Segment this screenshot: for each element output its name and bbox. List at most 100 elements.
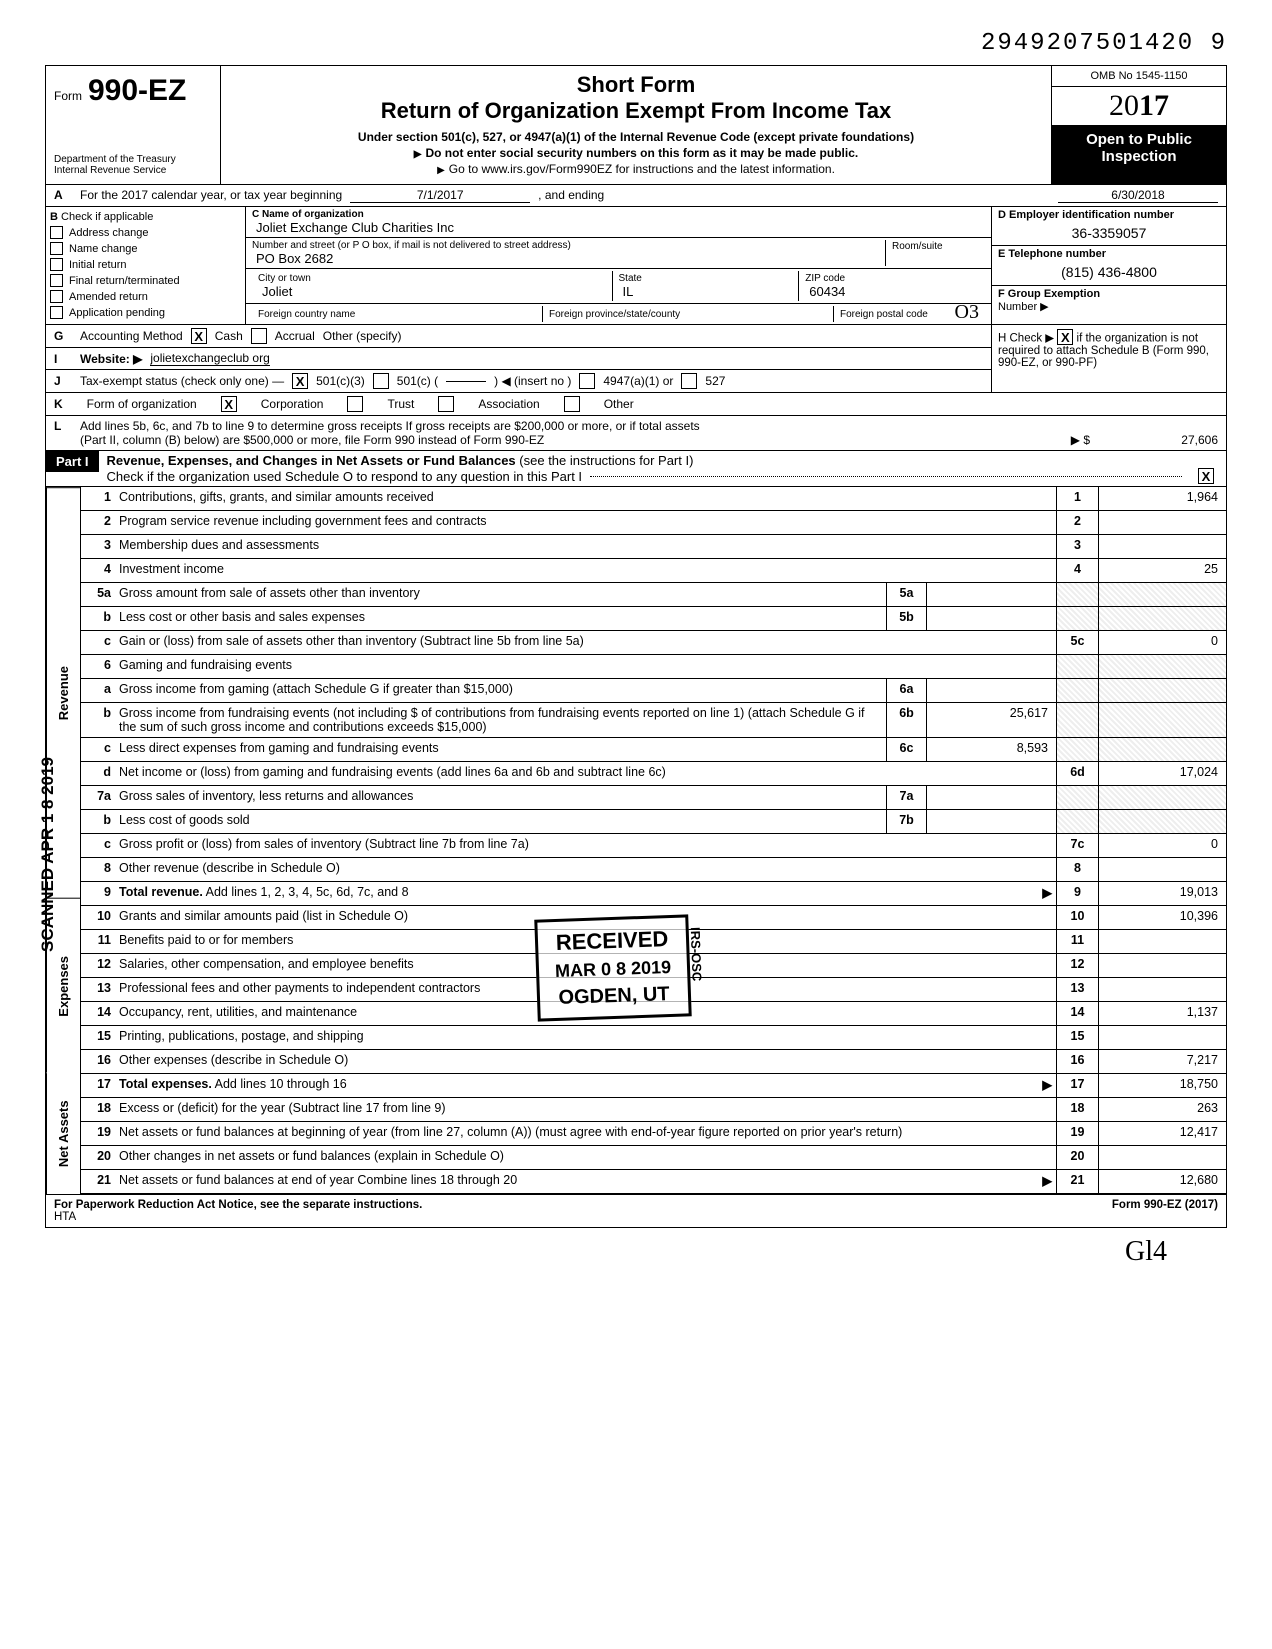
header-right: OMB No 1545-1150 2017 Open to Public Ins… bbox=[1051, 66, 1226, 184]
line-4-desc: Investment income bbox=[115, 559, 1056, 582]
line-5a-num: 5a bbox=[81, 583, 115, 606]
chk-assoc[interactable] bbox=[438, 396, 454, 412]
line-17-num: 17 bbox=[81, 1074, 115, 1097]
line-8-num: 8 bbox=[81, 858, 115, 881]
chk-accrual[interactable] bbox=[251, 328, 267, 344]
open-line1: Open to Public bbox=[1056, 131, 1222, 148]
line-6c-midval[interactable]: 8,593 bbox=[926, 738, 1056, 761]
c-city-val[interactable]: Joliet bbox=[262, 284, 606, 299]
line-15-val[interactable] bbox=[1098, 1026, 1226, 1049]
line-17-desc: Total expenses. Add lines 10 through 16 … bbox=[115, 1074, 1056, 1097]
line-21: 21Net assets or fund balances at end of … bbox=[81, 1170, 1226, 1194]
line-6a-desc: Gross income from gaming (attach Schedul… bbox=[115, 679, 886, 702]
chk-501c[interactable] bbox=[373, 373, 389, 389]
chk-4947[interactable] bbox=[579, 373, 595, 389]
line-7a-desc: Gross sales of inventory, less returns a… bbox=[115, 786, 886, 809]
line-3-val[interactable] bbox=[1098, 535, 1226, 558]
chk-501c3[interactable]: X bbox=[292, 373, 308, 389]
line-a-text2: , and ending bbox=[538, 188, 604, 203]
c-name-val[interactable]: Joliet Exchange Club Charities Inc bbox=[256, 220, 985, 235]
line-18-desc: Excess or (deficit) for the year (Subtra… bbox=[115, 1098, 1056, 1121]
line-7a-midval[interactable] bbox=[926, 786, 1056, 809]
chk-corp[interactable]: X bbox=[221, 396, 237, 412]
line-11-val[interactable] bbox=[1098, 930, 1226, 953]
line-8-val[interactable] bbox=[1098, 858, 1226, 881]
chk-amended[interactable] bbox=[50, 290, 63, 303]
line-13-val[interactable] bbox=[1098, 978, 1226, 1001]
line-21-val[interactable]: 12,680 bbox=[1098, 1170, 1226, 1193]
e-phone-val[interactable]: (815) 436-4800 bbox=[998, 264, 1220, 280]
chk-trust[interactable] bbox=[347, 396, 363, 412]
e-phone-label: E Telephone number bbox=[998, 248, 1220, 260]
line-5c-val[interactable]: 0 bbox=[1098, 631, 1226, 654]
stamp-side: IRS-OSC bbox=[686, 927, 706, 982]
line-3-num: 3 bbox=[81, 535, 115, 558]
line-9-desc: Total revenue. Add lines 1, 2, 3, 4, 5c,… bbox=[115, 882, 1056, 905]
lbl-name-change: Name change bbox=[69, 243, 138, 255]
line-10-num: 10 bbox=[81, 906, 115, 929]
chk-initial-return[interactable] bbox=[50, 258, 63, 271]
line-16-val[interactable]: 7,217 bbox=[1098, 1050, 1226, 1073]
chk-527[interactable] bbox=[681, 373, 697, 389]
line-6d: dNet income or (loss) from gaming and fu… bbox=[81, 762, 1226, 786]
line-7b-midval[interactable] bbox=[926, 810, 1056, 833]
line-4: 4Investment income425 bbox=[81, 559, 1226, 583]
chk-address-change[interactable] bbox=[50, 226, 63, 239]
line-18-boxnum: 18 bbox=[1056, 1098, 1098, 1121]
part1-body: SCANNED APR 1 8 2019 Revenue Expenses Ne… bbox=[46, 487, 1226, 1194]
line-4-val[interactable]: 25 bbox=[1098, 559, 1226, 582]
lbl-final-return: Final return/terminated bbox=[69, 275, 180, 287]
input-501c-no[interactable] bbox=[446, 381, 486, 382]
line-7c-val[interactable]: 0 bbox=[1098, 834, 1226, 857]
line-5b-midval[interactable] bbox=[926, 607, 1056, 630]
chk-cash[interactable]: X bbox=[191, 328, 207, 344]
line-14-val[interactable]: 1,137 bbox=[1098, 1002, 1226, 1025]
line-6b-midval[interactable]: 25,617 bbox=[926, 703, 1056, 737]
col-c: C Name of organization Joliet Exchange C… bbox=[246, 207, 991, 324]
line-6-rnum bbox=[1056, 655, 1098, 678]
line-2-val[interactable] bbox=[1098, 511, 1226, 534]
line-5a-midval[interactable] bbox=[926, 583, 1056, 606]
line-5b-num: b bbox=[81, 607, 115, 630]
line-17-val[interactable]: 18,750 bbox=[1098, 1074, 1226, 1097]
line-6a-midval[interactable] bbox=[926, 679, 1056, 702]
line-10-val[interactable]: 10,396 bbox=[1098, 906, 1226, 929]
chk-other-org[interactable] bbox=[564, 396, 580, 412]
line-7c: cGross profit or (loss) from sales of in… bbox=[81, 834, 1226, 858]
line-a-date-end[interactable]: 6/30/2018 bbox=[1058, 188, 1218, 203]
line-19-val[interactable]: 12,417 bbox=[1098, 1122, 1226, 1145]
chk-name-change[interactable] bbox=[50, 242, 63, 255]
line-2-boxnum: 2 bbox=[1056, 511, 1098, 534]
c-zip-val[interactable]: 60434 bbox=[809, 284, 979, 299]
line-l: L Add lines 5b, 6c, and 7b to line 9 to … bbox=[46, 416, 1226, 451]
f-group-label: F Group Exemption bbox=[998, 288, 1220, 300]
c-addr-val[interactable]: PO Box 2682 bbox=[256, 251, 885, 266]
line-18-val[interactable]: 263 bbox=[1098, 1098, 1226, 1121]
chk-schedule-o[interactable]: X bbox=[1198, 468, 1214, 484]
c-state-label: State bbox=[619, 273, 793, 284]
line-5b-rnum bbox=[1056, 607, 1098, 630]
lbl-4947: 4947(a)(1) or bbox=[603, 374, 673, 388]
line-1-val[interactable]: 1,964 bbox=[1098, 487, 1226, 510]
c-foreign-country: Foreign country name bbox=[258, 309, 355, 320]
chk-h[interactable]: X bbox=[1057, 329, 1073, 345]
line-i-url[interactable]: jolietexchangeclub org bbox=[150, 351, 269, 366]
line-15-boxnum: 15 bbox=[1056, 1026, 1098, 1049]
line-12-val[interactable] bbox=[1098, 954, 1226, 977]
omb-number: OMB No 1545-1150 bbox=[1052, 66, 1226, 87]
lbl-501c: 501(c) ( bbox=[397, 374, 438, 388]
lbl-accrual: Accrual bbox=[275, 329, 315, 343]
d-ein-val[interactable]: 36-3359057 bbox=[998, 225, 1220, 241]
line-a-date-begin[interactable]: 7/1/2017 bbox=[350, 188, 530, 203]
line-i: I Website: ▶ jolietexchangeclub org bbox=[46, 348, 991, 370]
side-revenue: Revenue bbox=[46, 487, 80, 898]
line-9-val[interactable]: 19,013 bbox=[1098, 882, 1226, 905]
c-state-val[interactable]: IL bbox=[623, 284, 793, 299]
chk-final-return[interactable] bbox=[50, 274, 63, 287]
line-5b-desc: Less cost or other basis and sales expen… bbox=[115, 607, 886, 630]
line-4-boxnum: 4 bbox=[1056, 559, 1098, 582]
line-8-desc: Other revenue (describe in Schedule O) bbox=[115, 858, 1056, 881]
line-6d-val[interactable]: 17,024 bbox=[1098, 762, 1226, 785]
chk-app-pending[interactable] bbox=[50, 306, 63, 319]
line-20-val[interactable] bbox=[1098, 1146, 1226, 1169]
